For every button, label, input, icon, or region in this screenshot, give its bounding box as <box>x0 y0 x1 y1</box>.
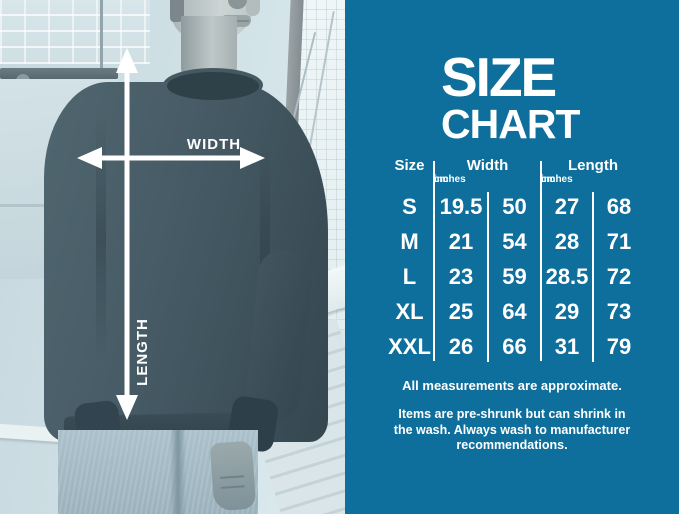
cell-width-cm: 66 <box>502 334 527 359</box>
cell-length-in: 28.5 <box>545 264 589 289</box>
table-row: L 23 59 28.5 72 <box>385 262 645 292</box>
cell-length-in: 29 <box>554 299 580 324</box>
cell-size: L <box>402 264 417 289</box>
column-header-width: Width inches cm <box>434 157 509 185</box>
table-divider <box>592 192 594 362</box>
length-arrow-icon <box>116 48 138 420</box>
left-sill-line <box>0 204 80 207</box>
note-care-instructions: Items are pre-shrunk but can shrink in t… <box>345 407 679 454</box>
table-body: S 19.5 50 27 68 M 21 54 28 71 L 23 59 <box>385 192 645 367</box>
table-row: S 19.5 50 27 68 <box>385 192 645 222</box>
table-divider <box>487 192 489 362</box>
size-chart-panel: SIZE CHART Size Width inches cm Length <box>345 0 679 514</box>
cell-size: M <box>400 229 419 254</box>
model-ear <box>246 0 260 16</box>
table-divider <box>433 161 435 361</box>
note-care-line: Items are pre-shrunk but can shrink in <box>398 407 626 421</box>
column-header-size: Size <box>394 157 425 174</box>
cell-length-cm: 73 <box>606 299 632 324</box>
subheader-inches: inches <box>541 174 573 185</box>
cell-width-cm: 54 <box>502 229 527 254</box>
window-frame-line <box>100 0 103 78</box>
cell-size: XL <box>395 299 424 324</box>
cell-length-in: 28 <box>554 229 580 254</box>
width-arrow-icon <box>77 147 265 169</box>
cell-size: XXL <box>388 334 431 359</box>
note-care-line: recommendations. <box>456 438 568 452</box>
title-line-chart: CHART <box>441 101 580 147</box>
subheader-cm: cm <box>434 174 449 185</box>
cell-length-cm: 72 <box>606 264 632 289</box>
subheader-cm: cm <box>541 174 556 185</box>
note-care-line: the wash. Always wash to manufacturer <box>393 422 631 437</box>
cell-size: S <box>402 194 417 219</box>
cell-length-cm: 68 <box>606 194 632 219</box>
note-approximate: All measurements are approximate. <box>402 378 622 393</box>
title-line-size: SIZE <box>441 46 557 108</box>
cell-length-cm: 71 <box>606 229 632 254</box>
cell-width-in: 26 <box>448 334 474 359</box>
cell-width-in: 23 <box>448 264 474 289</box>
measurement-arrows <box>77 48 265 420</box>
cell-width-in: 21 <box>448 229 474 254</box>
table-divider <box>540 161 542 361</box>
cell-width-in: 19.5 <box>439 194 483 219</box>
cell-width-in: 25 <box>448 299 474 324</box>
length-label: LENGTH <box>134 318 151 386</box>
width-label: WIDTH <box>186 136 242 153</box>
cell-width-cm: 59 <box>502 264 527 289</box>
sweatshirt-collar <box>167 72 259 100</box>
cell-width-cm: 64 <box>502 299 527 324</box>
table-row: XXL 26 66 31 79 <box>385 332 645 362</box>
column-header-length: Length inches cm <box>541 157 618 185</box>
size-table: Size Width inches cm Length inches cm <box>385 157 645 369</box>
cell-length-in: 31 <box>554 334 580 359</box>
wall-pipe <box>0 68 118 79</box>
cell-length-in: 27 <box>554 194 580 219</box>
table-row: M 21 54 28 71 <box>385 227 645 257</box>
model-sideburn <box>170 0 184 22</box>
table-header-row: Size Width inches cm Length inches cm <box>385 157 645 187</box>
cell-width-cm: 50 <box>502 194 527 219</box>
model-nose <box>228 0 247 9</box>
subheader-inches: inches <box>434 174 466 185</box>
product-photo: WIDTH LENGTH <box>0 0 345 514</box>
cell-length-cm: 79 <box>606 334 632 359</box>
page-title: SIZE CHART <box>441 46 661 147</box>
table-row: XL 25 64 29 73 <box>385 297 645 327</box>
